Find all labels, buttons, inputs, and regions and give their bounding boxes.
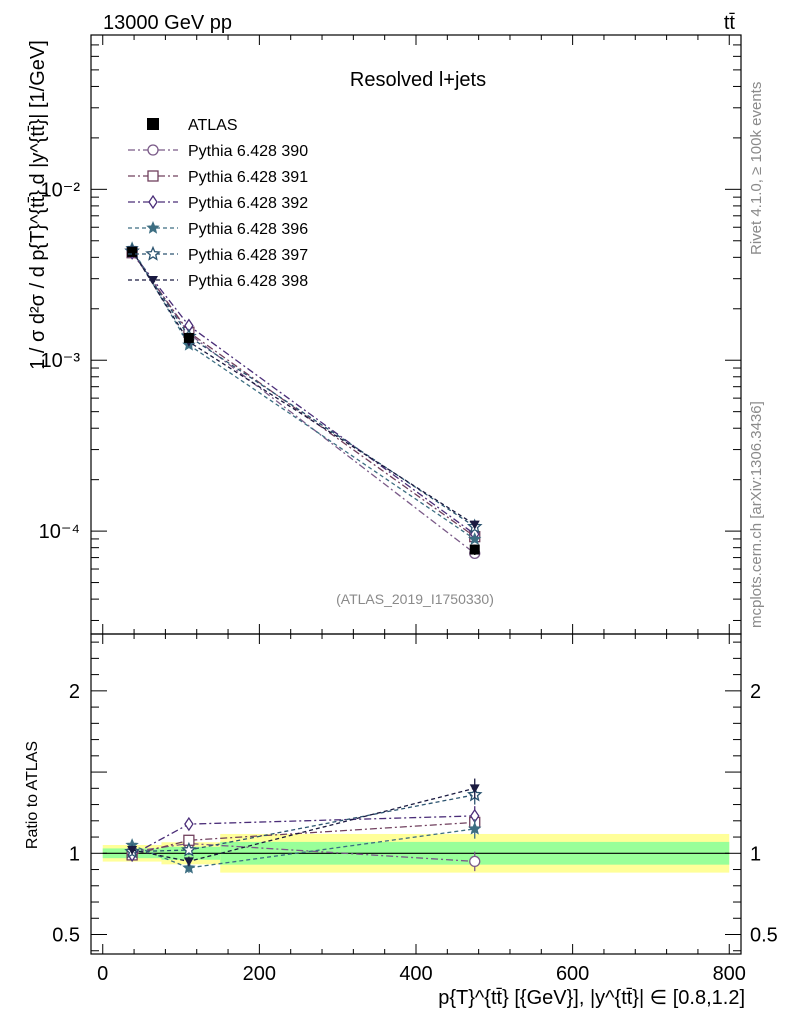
y-tick-label: 10⁻⁴ [39,521,80,543]
rivet-version-label: Rivet 4.1.0, ≥ 100k events [748,82,765,255]
chart-title: Resolved l+jets [350,69,486,91]
x-tick-label: 400 [399,963,432,985]
main-series-line [131,250,476,554]
ratio-series [127,778,480,867]
header-energy-label: 13000 GeV pp [103,12,232,34]
ratio-series-group [124,778,483,874]
main-series-line [131,247,476,540]
legend-label: Pythia 6.428 396 [188,221,308,238]
marker-circle [147,144,159,156]
marker-star [467,532,482,545]
main-series [126,245,481,560]
y-tick-label: 10⁻² [41,179,81,201]
analysis-watermark: (ATLAS_2019_I1750330) [336,591,494,607]
marker-triangle-down [469,784,480,794]
header-process-label: tt̄ [724,12,736,34]
legend-label: Pythia 6.428 397 [188,247,308,264]
marker-triangle-down [469,520,480,530]
ratio-tick-label-left: 2 [69,681,80,703]
x-tick-label: 0 [97,963,108,985]
x-tick-label: 800 [713,963,746,985]
ratio-series-line [131,821,475,856]
marker-triangle-down [148,276,158,285]
ratio-series-line [131,828,475,869]
marker-star [146,220,160,234]
atlas-data-point [469,544,480,555]
ratio-tick-label-right: 1 [750,843,761,865]
marker-star [182,860,196,874]
legend-label-atlas: ATLAS [188,117,238,134]
legend: ATLAS Pythia 6.428 390 Pythia 6.428 391 Pyt… [128,117,308,290]
main-series-group [124,241,483,560]
ratio-tick-label-right: 0.5 [750,925,778,947]
legend-label: Pythia 6.428 398 [188,273,308,290]
ratio-frame [90,633,742,955]
marker-star-open [181,841,197,857]
y-tick-label: 10⁻³ [41,350,81,372]
ratio-tick-label-right: 2 [750,681,761,703]
marker-diamond [184,816,194,832]
legend-label: Pythia 6.428 391 [188,169,308,186]
x-tick-label: 600 [556,963,589,985]
ratio-series-line [132,842,475,863]
main-y-axis-label: 1 / σ d²σ / d p{T}^{tt̄} d |y^{tt̄}| [1/… [27,40,49,370]
marker-star [468,821,482,835]
marker-star-open [145,245,161,261]
marker-triangle-down [127,846,138,856]
legend-label: Pythia 6.428 390 [188,143,308,160]
main-series [127,245,480,542]
marker-square [147,170,159,182]
mcplots-label: mcplots.cern.ch [arXiv:1306.3436] [748,401,765,628]
main-series-line [131,250,476,526]
legend-label: Pythia 6.428 392 [188,195,308,212]
marker-triangle-down [183,857,194,867]
legend-marker-atlas [147,118,159,130]
x-tick-label: 200 [243,963,276,985]
marker-circle [469,855,481,868]
marker-diamond [148,194,158,210]
atlas-data-point [127,246,138,257]
main-axis-ticks: 10⁻⁴ 10⁻³ 10⁻² [39,34,741,634]
main-panel: 10⁻⁴ 10⁻³ 10⁻² Resolved l+jets (ATLAS_2019… [27,34,742,635]
main-series-line [131,250,476,528]
atlas-data-points [127,246,480,555]
ratio-tick-label-left: 1 [69,843,80,865]
atlas-data-point [183,332,194,343]
main-series [126,247,481,543]
ratio-y-axis-label: Ratio to ATLAS [24,741,41,849]
x-axis-label: p{T}^{tt̄} [{GeV}], |y^{tt̄}| ∈ [0.8,1.2… [438,987,745,1009]
main-series-line [131,252,476,538]
ratio-tick-label-left: 0.5 [52,925,80,947]
